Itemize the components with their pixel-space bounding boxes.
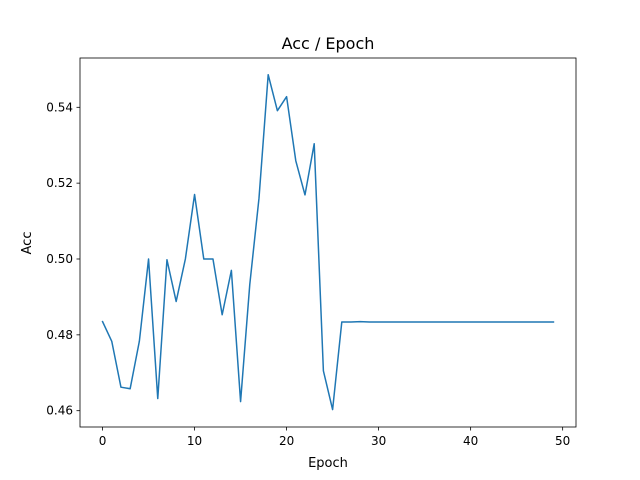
x-tick-label: 20: [279, 434, 294, 448]
x-tick-label: 30: [371, 434, 386, 448]
y-tick-label: 0.50: [46, 252, 73, 266]
chart-title: Acc / Epoch: [282, 34, 375, 53]
plot-area: [79, 57, 577, 428]
y-axis-label: Acc: [20, 232, 35, 255]
x-tick-label: 40: [463, 434, 478, 448]
plot-background: [80, 58, 576, 427]
y-tick-label: 0.52: [46, 176, 73, 190]
series-line-0: [101, 73, 555, 411]
x-tick-label: 10: [187, 434, 202, 448]
y-tick-label: 0.48: [46, 328, 73, 342]
plot-frame: [79, 57, 577, 428]
x-tick-label: 0: [99, 434, 107, 448]
x-axis-label: Epoch: [308, 456, 348, 471]
y-axis-ticks: 0.46 0.48 0.50 0.52 0.54: [46, 100, 80, 418]
x-tick-label: 50: [555, 434, 570, 448]
x-axis-ticks: 0 10 20 30 40 50: [99, 427, 570, 448]
y-tick-label: 0.46: [46, 404, 73, 418]
y-tick-label: 0.54: [46, 100, 73, 114]
